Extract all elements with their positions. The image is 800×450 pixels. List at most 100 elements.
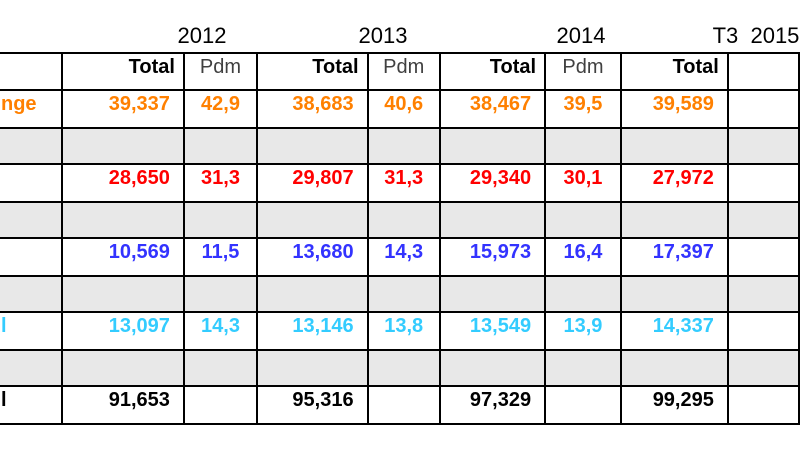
pdm-value-cell: [544, 385, 622, 425]
total-value-cell: 27,972: [619, 163, 729, 203]
row-cyan: l 13,097 14,3 13,146 13,8 13,549 13,9 14,337: [0, 311, 800, 351]
header-cell-total: Total: [438, 52, 547, 91]
spacer-cell: [60, 275, 185, 313]
spacer-cell: [366, 127, 441, 165]
total-value-cell: 39,337: [60, 89, 185, 129]
year-label-2012: 2012: [177, 23, 227, 48]
total-value-cell: 29,807: [256, 163, 369, 203]
total-value-cell: 38,467: [438, 89, 547, 129]
header-cell-pdm: Pdm: [182, 52, 259, 91]
spacer-cell: [0, 127, 63, 165]
spacer-cell: [182, 275, 259, 313]
row-label-cell: [0, 237, 63, 277]
row-orange: nge 39,337 42,9 38,683 40,6 38,467 39,5 39,589: [0, 89, 800, 129]
pdm-value-cell: 11,5: [182, 237, 259, 277]
total-value-cell: 95,316: [256, 385, 369, 425]
total-value-cell: 97,329: [438, 385, 547, 425]
spacer-cell: [256, 127, 369, 165]
spacer-cell: [256, 349, 369, 387]
spacer-cell: [619, 349, 729, 387]
spacer-cell: [0, 349, 63, 387]
table-head: Total Pdm Total Pdm Total Pdm Total: [0, 52, 800, 91]
row-label-cell: l: [0, 311, 63, 351]
total-value-cell: 39,589: [619, 89, 729, 129]
spacer-cell: [366, 201, 441, 239]
total-value-cell: 13,146: [256, 311, 369, 351]
spacer-cell: [366, 275, 441, 313]
pdm-value-cell: 31,3: [182, 163, 259, 203]
spacer-cell: [60, 201, 185, 239]
pdm-value-cell: [182, 385, 259, 425]
total-value-cell: 17,397: [619, 237, 729, 277]
spacer-cell: [0, 275, 63, 313]
pdm-value-cell: 30,1: [544, 163, 622, 203]
row-label-cell: [0, 163, 63, 203]
spacer-cell: [544, 201, 622, 239]
pdm-value-cell: 13,9: [544, 311, 622, 351]
total-value-cell: 14,337: [619, 311, 729, 351]
subscriber-table: Total Pdm Total Pdm Total Pdm Total nge 39,337 4…: [0, 52, 800, 425]
pdm-value-cell: [726, 237, 800, 277]
total-value-cell: 91,653: [60, 385, 185, 425]
header-cell-total: Total: [60, 52, 185, 91]
spacer-cell: [60, 349, 185, 387]
pdm-value-cell: 31,3: [366, 163, 441, 203]
pdm-value-cell: 39,5: [544, 89, 622, 129]
spacer-cell: [438, 349, 547, 387]
spacer-row: [0, 127, 800, 165]
spacer-cell: [726, 201, 800, 239]
spacer-cell: [256, 275, 369, 313]
pdm-value-cell: [726, 163, 800, 203]
spacer-cell: [544, 275, 622, 313]
spacer-cell: [726, 127, 800, 165]
table-body: nge 39,337 42,9 38,683 40,6 38,467 39,5 39,589 2…: [0, 89, 800, 425]
spacer-cell: [438, 127, 547, 165]
spacer-row: [0, 201, 800, 239]
total-value-cell: 15,973: [438, 237, 547, 277]
header-cell-empty: [726, 52, 800, 91]
total-value-cell: 10,569: [60, 237, 185, 277]
spacer-cell: [182, 349, 259, 387]
spacer-cell: [256, 201, 369, 239]
pdm-value-cell: 14,3: [366, 237, 441, 277]
spacer-cell: [619, 127, 729, 165]
total-value-cell: 13,549: [438, 311, 547, 351]
pdm-value-cell: 42,9: [182, 89, 259, 129]
spacer-cell: [438, 201, 547, 239]
row-red: 28,650 31,3 29,807 31,3 29,340 30,1 27,972: [0, 163, 800, 203]
year-label-t3-2015: T3 2015: [712, 23, 800, 48]
header-cell-total: Total: [256, 52, 369, 91]
pdm-value-cell: [366, 385, 441, 425]
spacer-cell: [182, 127, 259, 165]
row-blue: 10,569 11,5 13,680 14,3 15,973 16,4 17,397: [0, 237, 800, 277]
pdm-value-cell: 13,8: [366, 311, 441, 351]
pdm-value-cell: [726, 311, 800, 351]
spacer-cell: [544, 349, 622, 387]
pdm-value-cell: 16,4: [544, 237, 622, 277]
spacer-cell: [60, 127, 185, 165]
pdm-value-cell: 14,3: [182, 311, 259, 351]
spacer-row: [0, 275, 800, 313]
header-cell-pdm: Pdm: [544, 52, 622, 91]
spacer-cell: [726, 275, 800, 313]
total-value-cell: 29,340: [438, 163, 547, 203]
spacer-cell: [182, 201, 259, 239]
row-label-cell: l: [0, 385, 63, 425]
spacer-cell: [438, 275, 547, 313]
year-label-2014: 2014: [556, 23, 606, 48]
pdm-value-cell: 40,6: [366, 89, 441, 129]
year-label-2013: 2013: [358, 23, 408, 48]
spacer-cell: [619, 275, 729, 313]
total-value-cell: 13,097: [60, 311, 185, 351]
pdm-value-cell: [726, 385, 800, 425]
spacer-cell: [619, 201, 729, 239]
total-value-cell: 99,295: [619, 385, 729, 425]
row-label-cell: nge: [0, 89, 63, 129]
pdm-value-cell: [726, 89, 800, 129]
spacer-cell: [544, 127, 622, 165]
row-total: l 91,653 95,316 97,329 99,295: [0, 385, 800, 425]
spacer-cell: [366, 349, 441, 387]
spacer-row: [0, 349, 800, 387]
spacer-cell: [726, 349, 800, 387]
